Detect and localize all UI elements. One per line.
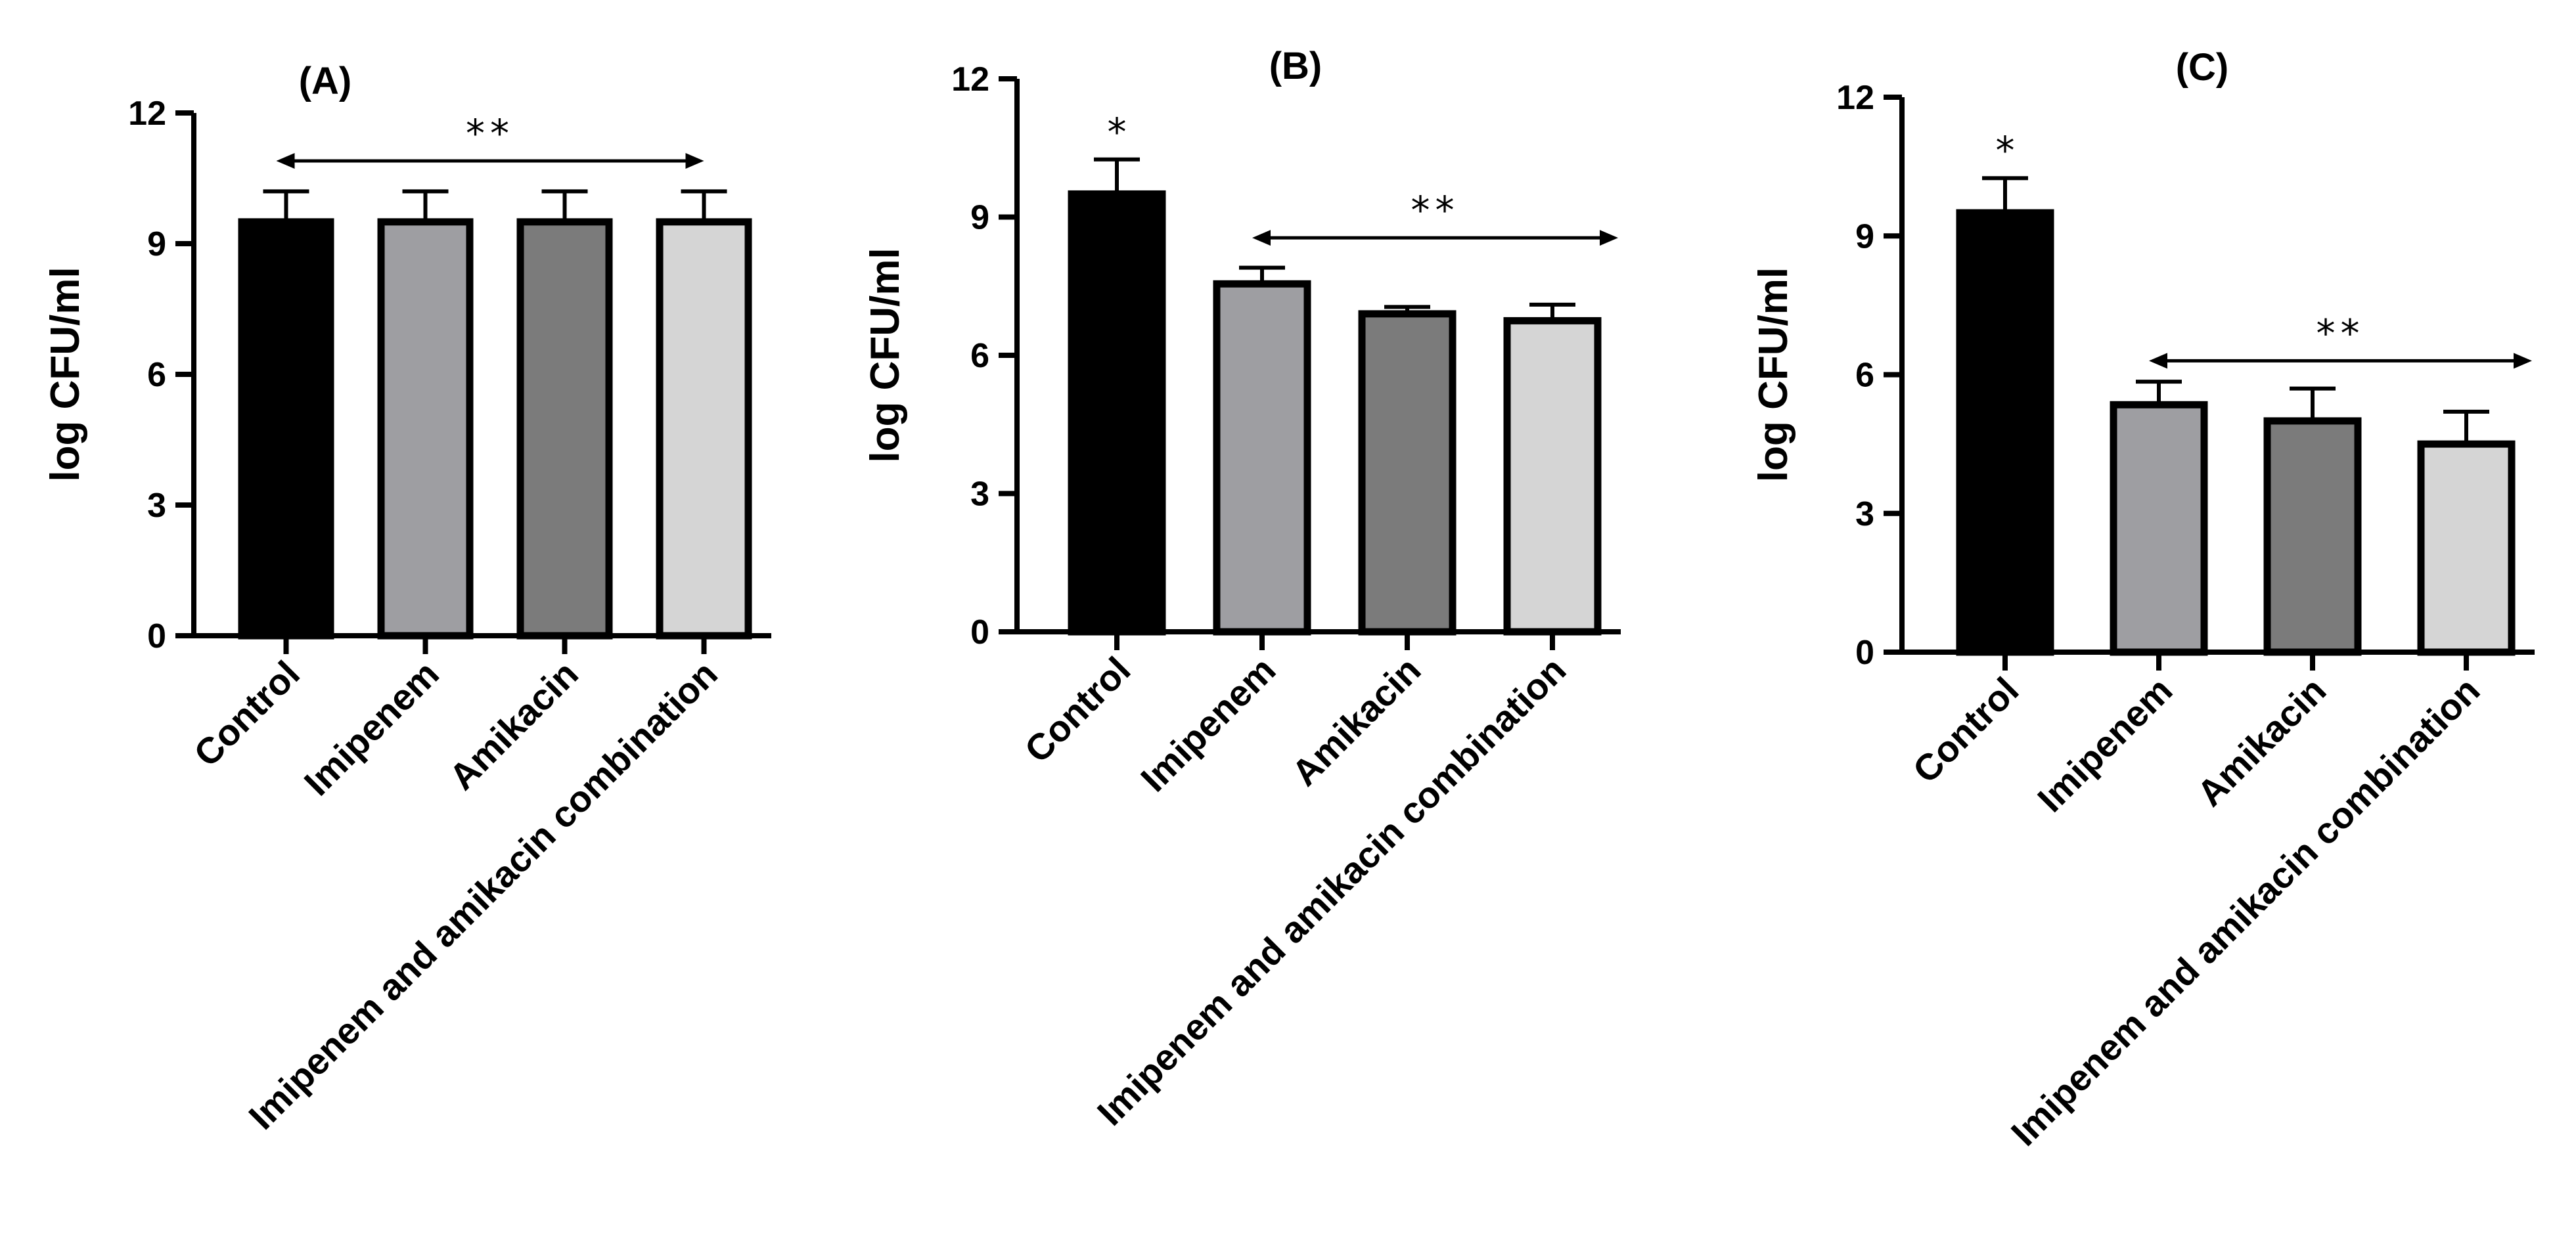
- y-axis-label: log CFU/ml: [43, 267, 88, 481]
- y-tick-label: 6: [970, 337, 989, 375]
- bar-amikacin: [1358, 310, 1457, 636]
- x-tick-label: Control: [1016, 649, 1138, 770]
- y-tick-label: 3: [970, 475, 989, 514]
- bar-control: [1956, 209, 2054, 656]
- y-tick-label: 0: [970, 613, 989, 651]
- panel-title: (A): [299, 60, 352, 102]
- arrowhead-right: [2514, 353, 2532, 369]
- chart-panel-1: (A) log CFU/ml 0 3 6 9 12 ControlImipenemAmikac…: [43, 60, 771, 1137]
- bar-control: [238, 218, 334, 640]
- y-tick-label: 6: [147, 356, 166, 394]
- arrowhead-right: [1600, 230, 1618, 246]
- bar-amikacin: [516, 218, 613, 640]
- bar-imipenem-and-amikacin-combination: [656, 218, 752, 640]
- y-axis-label: log CFU/ml: [1751, 267, 1796, 482]
- y-tick-label: 3: [147, 487, 166, 525]
- x-tick-label: Amikacin: [441, 653, 586, 798]
- significance-marker: *: [1108, 110, 1127, 154]
- y-tick-label: 9: [147, 225, 166, 263]
- bar-control: [1068, 190, 1166, 636]
- arrowhead-left: [1252, 230, 1271, 246]
- y-tick-label: 12: [128, 95, 166, 133]
- y-tick-label: 9: [1855, 217, 1874, 255]
- x-tick-label: Imipenem and amikacin combination: [240, 653, 725, 1137]
- y-tick-label: 0: [1855, 634, 1874, 672]
- bracket-label: **: [1411, 188, 1460, 232]
- bar-imipenem-and-amikacin-combination: [1503, 317, 1602, 636]
- y-tick-label: 3: [1855, 495, 1874, 533]
- y-tick-label: 12: [1836, 79, 1874, 117]
- x-tick-label: Imipenem: [2029, 669, 2180, 820]
- x-tick-label: Imipenem: [296, 653, 447, 803]
- bar-amikacin: [2263, 417, 2362, 656]
- x-tick-label: Control: [186, 653, 307, 774]
- y-tick-label: 9: [970, 199, 989, 237]
- x-tick-label: Amikacin: [2189, 669, 2334, 814]
- bar-imipenem: [2110, 401, 2208, 656]
- x-tick-label: Imipenem: [1133, 649, 1283, 799]
- y-tick-label: 6: [1855, 357, 1874, 395]
- y-tick-label: 12: [951, 60, 989, 99]
- panel-title: (B): [1269, 45, 1322, 87]
- bar-imipenem: [1213, 280, 1311, 636]
- arrowhead-left: [276, 152, 295, 169]
- x-tick-label: Control: [1905, 669, 2026, 791]
- y-tick-label: 0: [147, 617, 166, 655]
- y-axis-label: log CFU/ml: [863, 248, 908, 462]
- arrowhead-right: [685, 152, 704, 169]
- bracket-label: **: [2316, 311, 2365, 355]
- bar-imipenem-and-amikacin-combination: [2417, 440, 2516, 656]
- significance-marker: *: [1996, 128, 2015, 173]
- x-tick-label: Amikacin: [1284, 649, 1429, 794]
- bar-imipenem: [377, 218, 474, 640]
- arrowhead-left: [2149, 353, 2167, 369]
- panel-title: (C): [2176, 46, 2229, 89]
- chart-panel-3: (C) log CFU/ml * 0 3 6 9 12 Control Imipenem Amika…: [1751, 46, 2535, 1154]
- bracket-label: **: [466, 111, 514, 156]
